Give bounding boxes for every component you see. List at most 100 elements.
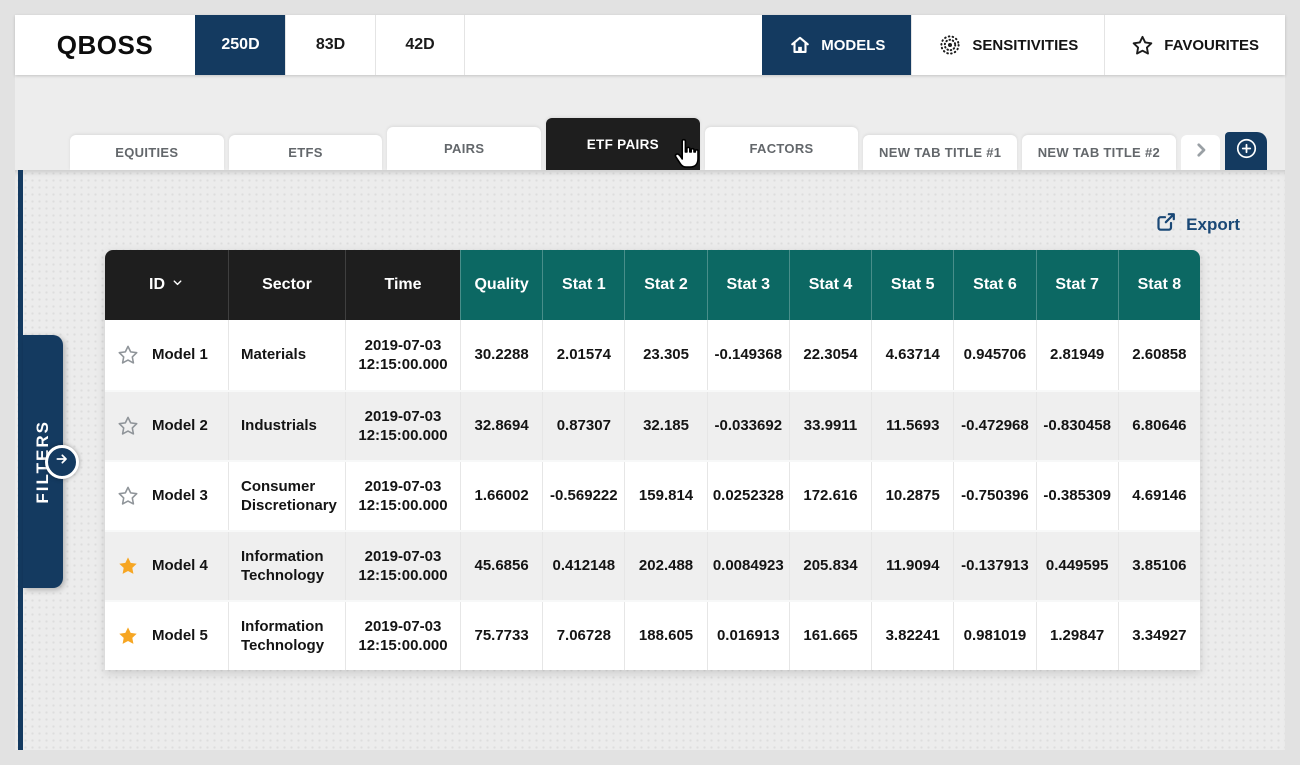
stat-value-cell: 0.87307 [542,392,624,460]
period-tab-83d[interactable]: 83D [285,15,375,75]
period-tab-250d[interactable]: 250D [195,15,285,75]
stat-value-cell: 3.34927 [1117,602,1200,670]
nav-item-label: FAVOURITES [1164,36,1259,54]
stat-value: -0.033692 [714,417,783,435]
time-cell: 2019-07-03 12:15:00.000 [345,532,460,600]
star-outline-icon[interactable] [117,344,139,366]
tab-band: EQUITIES ETFS PAIRS ETF PAIRS FACTORS NEW TAB… [15,75,1285,170]
stat-value-cell: 6.80646 [1117,392,1200,460]
column-header-stat-3[interactable]: Stat 3 [706,250,789,320]
nav-item-label: SENSITIVITIES [972,36,1079,54]
stat-value: 22.3054 [803,346,858,364]
tab-etf-pairs[interactable]: ETF PAIRS [546,118,700,170]
model-id-cell: Model 5 [105,602,228,670]
sort-caret-icon [171,276,184,294]
stat-value: -0.137913 [961,557,1029,575]
nav-item-sensitivities[interactable]: SENSITIVITIES [911,15,1104,75]
stat-value: 202.488 [638,557,694,575]
stat-value: 0.981019 [963,627,1027,645]
sector-cell: Consumer Discretionary [228,462,345,530]
column-header-stat-7[interactable]: Stat 7 [1035,250,1118,320]
stat-value-cell: 3.85106 [1117,532,1200,600]
table-row[interactable]: Model 2 Industrials 2019-07-03 12:15:00.000… [105,390,1200,460]
column-header-label: Quality [474,276,529,293]
nav-item-favourites[interactable]: FAVOURITES [1104,15,1285,75]
sector-label: Information Technology [241,547,325,585]
stat-value-cell: 0.016913 [706,602,789,670]
filters-expand-button[interactable] [45,444,79,479]
stat-value-cell: 2.81949 [1035,320,1118,390]
stat-value: 30.2288 [474,346,529,364]
stat-value: 0.016913 [716,627,780,645]
model-id-cell: Model 4 [105,532,228,600]
stat-value-cell: 4.69146 [1117,462,1200,530]
stat-value: 0.87307 [556,417,611,435]
table-row[interactable]: Model 3 Consumer Discretionary 2019-07-03 1… [105,460,1200,530]
table-row[interactable]: Model 1 Materials 2019-07-03 12:15:00.000 30… [105,320,1200,390]
column-header-stat-2[interactable]: Stat 2 [624,250,707,320]
tab-pairs[interactable]: PAIRS [387,127,542,170]
tab-equities[interactable]: EQUITIES [70,135,224,170]
stat-value: 75.7733 [474,627,529,645]
top-bar: QBOSS 250D 83D 42D MODELS SENSITIVITIES FAVO… [15,15,1285,75]
column-header-stat-5[interactable]: Stat 5 [871,250,954,320]
timestamp-date: 2019-07-03 [364,407,442,425]
export-button[interactable]: Export [1154,210,1240,239]
stat-value-cell: 1.29847 [1035,602,1118,670]
stat-value: 205.834 [803,557,858,575]
column-header-label: Stat 5 [890,276,935,293]
time-cell: 2019-07-03 12:15:00.000 [345,392,460,460]
tab-row: EQUITIES ETFS PAIRS ETF PAIRS FACTORS NEW TAB… [70,118,1267,170]
arrow-right-circle-icon [54,451,70,472]
star-filled-icon[interactable] [117,555,139,577]
stat-value-cell: 45.6856 [460,532,542,600]
sector-cell: Information Technology [228,532,345,600]
time-cell: 2019-07-03 12:15:00.000 [345,320,460,390]
column-header-label: ID [149,276,165,293]
stat-value-cell: 4.63714 [871,320,953,390]
stat-value-cell: -0.569222 [542,462,624,530]
column-header-sector[interactable]: Sector [228,250,345,320]
tab-factors[interactable]: FACTORS [704,127,859,170]
table-row[interactable]: Model 5 Information Technology 2019-07-03 1… [105,600,1200,670]
stat-value-cell: 159.814 [624,462,706,530]
stat-value-cell: 0.412148 [542,532,624,600]
table-row[interactable]: Model 4 Information Technology 2019-07-03 1… [105,530,1200,600]
stat-value-cell: 0.0084923 [706,532,789,600]
add-tab-button[interactable] [1225,132,1267,170]
column-header-stat-6[interactable]: Stat 6 [953,250,1036,320]
period-tab-42d[interactable]: 42D [375,15,465,75]
nav-item-models[interactable]: MODELS [762,15,912,75]
main-nav: MODELS SENSITIVITIES FAVOURITES [762,15,1285,75]
star-outline-icon[interactable] [117,415,139,437]
star-outline-icon[interactable] [117,485,139,507]
column-header-label: Stat 8 [1137,276,1182,293]
stat-value: 45.6856 [474,557,529,575]
column-header-stat-1[interactable]: Stat 1 [542,250,625,320]
stat-value-cell: 23.305 [624,320,706,390]
column-header-quality[interactable]: Quality [460,250,543,320]
stat-value: -0.472968 [961,417,1029,435]
stat-value: 6.80646 [1132,417,1187,435]
tab-scroll-right-button[interactable] [1180,135,1221,170]
model-id-cell: Model 2 [105,392,228,460]
tab-new-tab-title-1[interactable]: NEW TAB TITLE #1 [863,135,1018,170]
column-header-label: Stat 7 [1055,276,1099,293]
column-header-time[interactable]: Time [345,250,460,320]
filters-panel-toggle[interactable]: FILTERS [23,335,79,588]
tab-etfs[interactable]: ETFS [228,135,383,170]
models-table: ID Sector Time Quality Stat 1 Stat 2 Stat 3 Sta… [105,250,1200,670]
column-header-stat-8[interactable]: Stat 8 [1117,250,1200,320]
stat-value-cell: 172.616 [788,462,871,530]
stat-value-cell: -0.830458 [1035,392,1118,460]
column-header-label: Sector [262,276,312,293]
column-header-stat-4[interactable]: Stat 4 [788,250,872,320]
stat-value-cell: 202.488 [624,532,706,600]
timestamp-time: 12:15:00.000 [358,356,448,373]
tab-new-tab-title-2[interactable]: NEW TAB TITLE #2 [1022,135,1176,170]
timestamp-time: 12:15:00.000 [358,497,448,514]
timestamp-date: 2019-07-03 [364,336,442,354]
column-header-id[interactable]: ID [105,250,228,320]
star-filled-icon[interactable] [117,625,139,647]
